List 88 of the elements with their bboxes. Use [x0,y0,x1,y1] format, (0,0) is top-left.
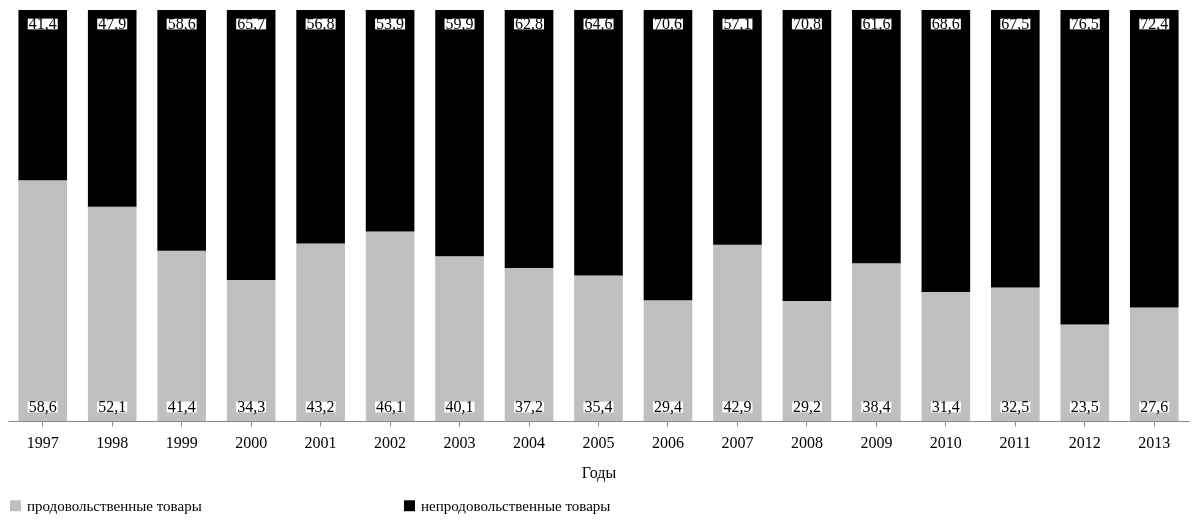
data-label: 72,4 [1140,15,1169,32]
bar [1060,10,1110,325]
bar [1129,307,1179,421]
bar [435,10,484,257]
bar [87,10,137,207]
data-label: 42,9 [723,398,752,415]
bar [574,10,623,276]
x-tick-label: 2000 [235,433,268,451]
data-label: 65,7 [237,15,266,32]
data-label: 35,4 [584,398,613,415]
bar [365,231,415,421]
data-label: 70,6 [653,15,682,32]
x-tick-label: 1997 [26,433,59,451]
data-label: 59,9 [445,15,474,32]
data-label: 41,4 [167,398,196,415]
bar [643,10,693,301]
bar [1129,10,1179,308]
data-label: 52,1 [98,398,127,415]
data-label: 64,6 [584,15,613,32]
data-label: 61,6 [862,15,891,32]
data-label: 41,4 [28,15,57,32]
data-label: 67,5 [1001,15,1030,32]
bar [87,206,137,421]
x-tick-label: 2007 [721,433,754,451]
data-label: 70,8 [792,15,821,32]
bar [365,10,415,232]
data-label: 62,8 [515,15,544,32]
data-label: 29,4 [653,398,682,415]
bar [296,10,345,244]
bar [921,291,971,421]
bar [296,243,345,421]
x-tick-label: 2010 [929,433,962,451]
data-label: 38,4 [862,398,891,415]
bar [226,280,276,421]
data-label: 47,9 [98,15,127,32]
data-label: 34,3 [237,398,266,415]
bar [18,10,68,181]
bar [782,10,832,301]
bar [991,287,1040,421]
data-label: 56,8 [306,15,335,32]
bar [643,300,693,421]
legend-label: непродовольственные товары [421,497,611,514]
bar [713,10,762,245]
bar [713,244,762,421]
data-label: 58,6 [167,15,196,32]
bar [504,268,554,421]
x-tick-label: 1999 [165,433,198,451]
data-label: 32,5 [1001,398,1030,415]
data-label: 53,9 [376,15,405,32]
data-label: 23,5 [1070,398,1099,415]
data-label: 29,2 [792,398,821,415]
data-label: 40,1 [445,398,474,415]
bar [226,10,276,281]
x-tick-label: 2008 [790,433,823,451]
bar [157,250,206,421]
x-tick-label: 2003 [443,433,476,451]
x-tick-label: 2013 [1138,433,1171,451]
data-label: 31,4 [931,398,960,415]
data-label: 58,6 [28,398,57,415]
x-tick-label: 2006 [651,433,684,451]
bar [921,10,971,292]
bar [18,180,68,421]
bar [782,300,832,421]
x-axis-title: Годы [581,463,617,482]
x-tick-label: 1998 [96,433,129,451]
bar [991,10,1040,288]
bar [574,275,623,421]
x-tick-label: 2001 [304,433,337,451]
data-label: 27,6 [1140,398,1169,415]
x-tick-label: 2011 [999,433,1032,451]
bar [852,263,901,421]
legend-label: продовольственные товары [27,497,202,514]
data-label: 57,1 [723,15,752,32]
x-tick-label: 2002 [374,433,407,451]
bar [157,10,206,251]
x-tick-label: 2005 [582,433,615,451]
bar [852,10,901,264]
x-tick-label: 2012 [1068,433,1101,451]
data-label: 46,1 [376,398,405,415]
data-label: 43,2 [306,398,335,415]
data-label: 37,2 [515,398,544,415]
bar [435,256,484,421]
bar [1060,324,1110,421]
data-label: 76,5 [1070,15,1099,32]
data-label: 68,6 [931,15,960,32]
x-tick-label: 2004 [513,433,546,451]
x-tick-label: 2009 [860,433,893,451]
bar [504,10,554,269]
